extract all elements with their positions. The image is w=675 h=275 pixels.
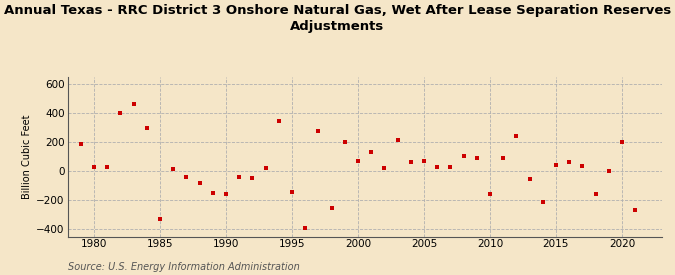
Point xyxy=(392,138,403,142)
Point xyxy=(300,226,310,230)
Point xyxy=(445,165,456,169)
Text: Annual Texas - RRC District 3 Onshore Natural Gas, Wet After Lease Separation Re: Annual Texas - RRC District 3 Onshore Na… xyxy=(4,4,671,33)
Point xyxy=(366,150,377,155)
Y-axis label: Billion Cubic Feet: Billion Cubic Feet xyxy=(22,114,32,199)
Point xyxy=(616,140,627,144)
Point xyxy=(207,191,218,195)
Point xyxy=(630,208,641,213)
Point xyxy=(260,166,271,170)
Point xyxy=(603,168,614,173)
Point xyxy=(128,102,139,106)
Point xyxy=(155,217,165,221)
Point xyxy=(577,164,588,168)
Point xyxy=(313,128,324,133)
Point xyxy=(234,175,244,179)
Point xyxy=(352,159,363,163)
Point xyxy=(102,165,113,169)
Point xyxy=(471,156,482,160)
Point xyxy=(497,156,508,160)
Point xyxy=(221,191,232,196)
Point xyxy=(405,160,416,164)
Point xyxy=(432,165,443,169)
Text: Source: U.S. Energy Information Administration: Source: U.S. Energy Information Administ… xyxy=(68,262,299,272)
Point xyxy=(247,175,258,180)
Point xyxy=(181,175,192,179)
Point xyxy=(458,154,469,158)
Point xyxy=(418,159,429,163)
Point xyxy=(167,167,178,171)
Point xyxy=(194,181,205,185)
Point xyxy=(551,163,562,167)
Point xyxy=(286,190,297,194)
Point xyxy=(524,176,535,181)
Point xyxy=(564,160,574,164)
Point xyxy=(485,191,495,196)
Point xyxy=(511,134,522,138)
Point xyxy=(88,165,99,169)
Point xyxy=(537,200,548,205)
Point xyxy=(340,139,350,144)
Point xyxy=(379,166,389,170)
Point xyxy=(590,192,601,197)
Point xyxy=(141,126,152,130)
Point xyxy=(326,206,337,210)
Point xyxy=(76,142,86,147)
Point xyxy=(115,110,126,115)
Point xyxy=(273,119,284,123)
